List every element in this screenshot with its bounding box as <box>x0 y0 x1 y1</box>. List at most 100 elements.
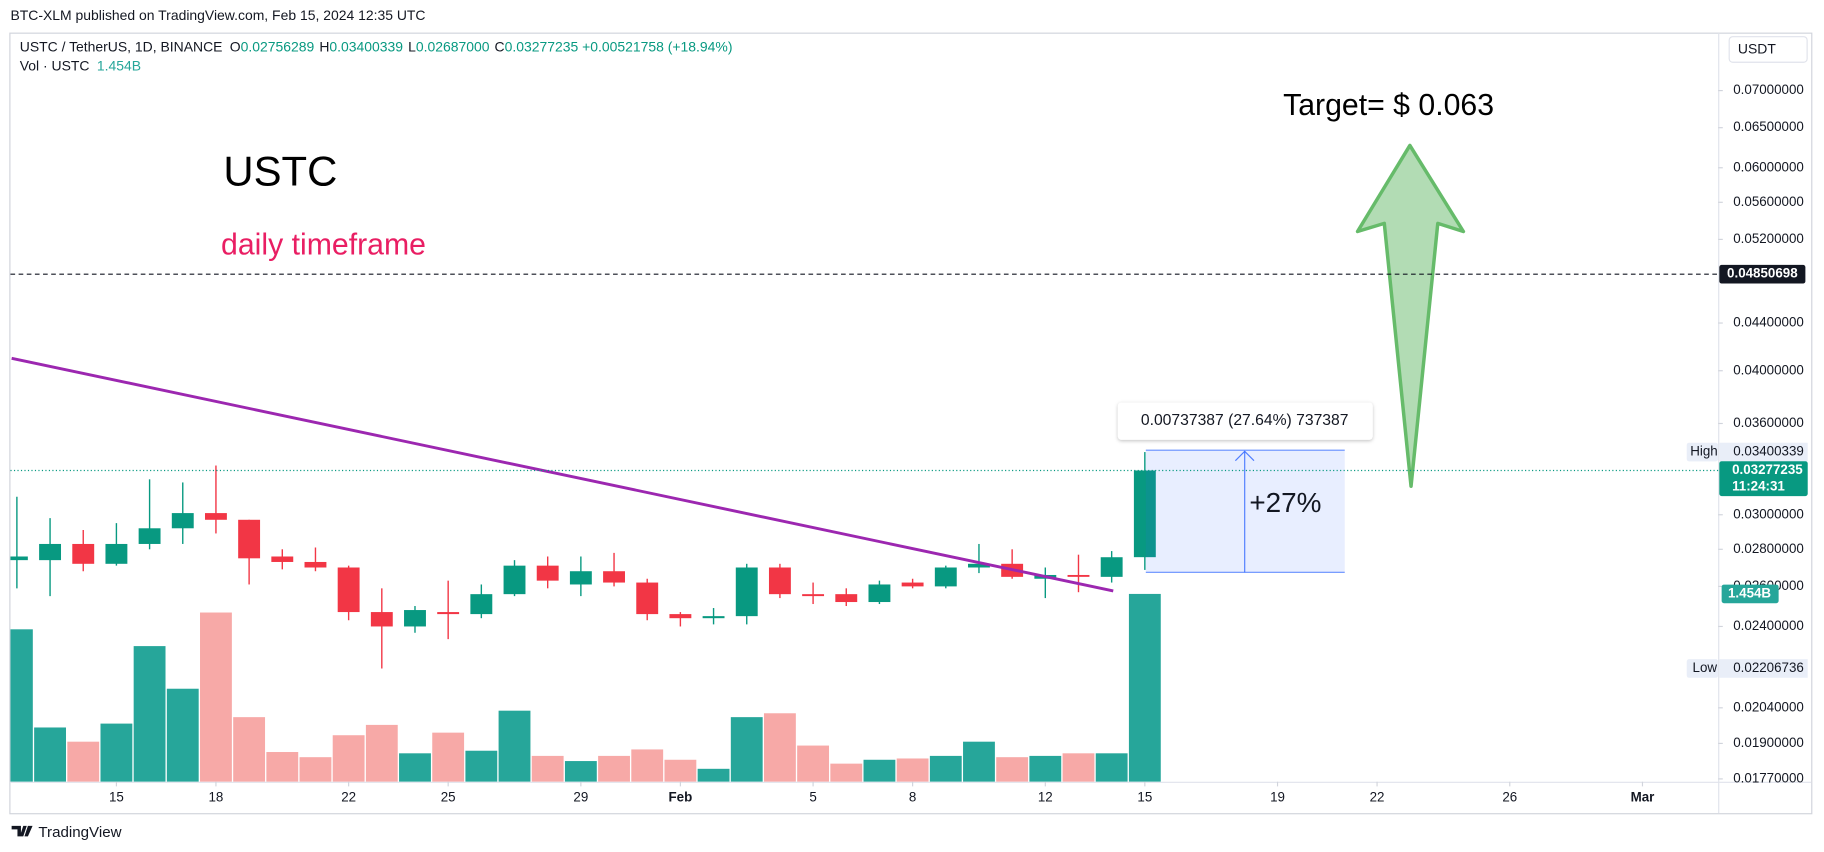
candle-body <box>10 556 28 561</box>
candle-body <box>171 513 194 529</box>
symbol-annotation: USTC <box>223 148 337 195</box>
candle-body <box>470 594 493 615</box>
price-line-tag <box>1719 264 1806 284</box>
price-line-label: 0.04850698 <box>1727 266 1798 281</box>
volume-bar <box>332 735 365 782</box>
measure-label-box <box>1117 402 1373 440</box>
last-price-tag <box>1719 461 1808 497</box>
drawings <box>11 143 1466 593</box>
volume-bar <box>166 688 199 782</box>
trend-line <box>11 356 1114 593</box>
candle-body <box>1067 574 1090 577</box>
x-tick-label: 15 <box>1137 790 1152 805</box>
volume-bar <box>763 713 796 782</box>
y-tick-label: 0.02040000 <box>1733 699 1804 714</box>
candle-body <box>702 616 725 619</box>
volume-bar <box>498 710 531 782</box>
timeframe-annotation: daily timeframe <box>221 229 426 262</box>
countdown: 11:24:31 <box>1732 478 1785 493</box>
x-tick-label: Mar <box>1631 790 1655 805</box>
x-tick-label: 12 <box>1038 790 1053 805</box>
candle-body <box>437 612 460 615</box>
candle-body <box>603 571 625 583</box>
volume-tag <box>1721 584 1779 604</box>
volume-bar <box>100 723 133 782</box>
candle-body <box>669 614 692 619</box>
gain-label: +27% <box>1249 487 1321 518</box>
symbol-title: USTC / TetherUS, 1D, BINANCE <box>20 38 223 54</box>
high-tag <box>1686 442 1719 462</box>
volume-bar <box>10 629 33 782</box>
y-tick-label: 0.01770000 <box>1733 770 1804 785</box>
y-tick-label: 0.03000000 <box>1733 506 1804 521</box>
volume-bar <box>34 727 66 782</box>
y-tick-label: 0.02800000 <box>1733 541 1804 556</box>
volume-bar <box>1128 593 1161 782</box>
candle-body <box>238 519 261 559</box>
volume-bar <box>266 752 299 782</box>
y-tick-label: 0.07000000 <box>1733 82 1804 97</box>
target-arrow <box>1355 143 1466 489</box>
legend-value: 0.02687000 <box>416 38 490 54</box>
low-value: 0.02206736 <box>1733 660 1804 675</box>
currency-label[interactable]: USDT <box>1738 41 1776 57</box>
candle-layer <box>10 452 1156 669</box>
volume-bar <box>531 755 564 782</box>
candle-body <box>768 567 791 595</box>
candle-body <box>271 556 294 562</box>
low-tag-label: Low <box>1693 660 1718 675</box>
candle-body <box>404 610 426 627</box>
candle-body <box>39 543 62 561</box>
candle-body <box>636 582 659 615</box>
candle-body <box>138 528 161 544</box>
volume-bar <box>598 755 630 782</box>
candle-body <box>802 594 825 597</box>
brand-name: TradingView <box>38 824 121 841</box>
candle-body <box>735 567 758 617</box>
measure-arrow-head <box>1234 450 1255 462</box>
x-tick-label: 29 <box>573 790 588 805</box>
axis-layer: 0.07000000 0.06500000 0.06000000 0.05600000… <box>10 82 1808 805</box>
published-line: BTC-XLM published on TradingView.com, Fe… <box>10 7 425 23</box>
high-value: 0.03400339 <box>1733 444 1804 459</box>
volume-tag-label: 1.454B <box>1728 585 1771 600</box>
high-value-tag <box>1719 442 1808 462</box>
legend-value: 0.03400339 <box>329 38 403 54</box>
volume-bar <box>67 741 100 782</box>
x-tick-label: 19 <box>1270 790 1285 805</box>
volume-last: 1.454B <box>97 57 141 73</box>
legend-value: 0.03277235 <box>505 38 579 54</box>
y-tick-label: 0.05600000 <box>1733 194 1804 209</box>
volume-bar <box>200 612 232 782</box>
volume-bar <box>797 745 830 782</box>
volume-bar <box>133 646 166 782</box>
candle-body <box>503 565 526 595</box>
low-tag <box>1686 659 1719 678</box>
x-tick-label: 18 <box>209 790 224 805</box>
last-price-value: 0.03277235 <box>1732 462 1803 477</box>
legend-change: +0.00521758 (+18.94%) <box>582 38 732 54</box>
candle-body <box>835 594 858 603</box>
y-tick-label: 0.06000000 <box>1733 159 1804 174</box>
x-tick-label: 25 <box>441 790 456 805</box>
x-tick-label: 5 <box>809 790 816 805</box>
y-tick-label: 0.05200000 <box>1733 231 1804 246</box>
volume-bar <box>1095 753 1128 782</box>
volume-bar <box>697 768 730 782</box>
candle-body <box>934 567 957 587</box>
candle-body <box>204 513 227 520</box>
volume-bar <box>929 755 962 782</box>
volume-bar <box>1029 755 1062 782</box>
x-tick-label: Feb <box>669 790 693 805</box>
y-tick-label: 0.03600000 <box>1733 415 1804 430</box>
currency-button[interactable] <box>1728 36 1808 63</box>
x-tick-label: 22 <box>1370 790 1385 805</box>
candle-body <box>1133 470 1156 558</box>
volume-bar <box>830 763 863 782</box>
volume-bar <box>365 724 398 782</box>
volume-bar <box>963 741 995 782</box>
candle-body <box>72 543 95 564</box>
low-value-tag <box>1719 659 1808 678</box>
